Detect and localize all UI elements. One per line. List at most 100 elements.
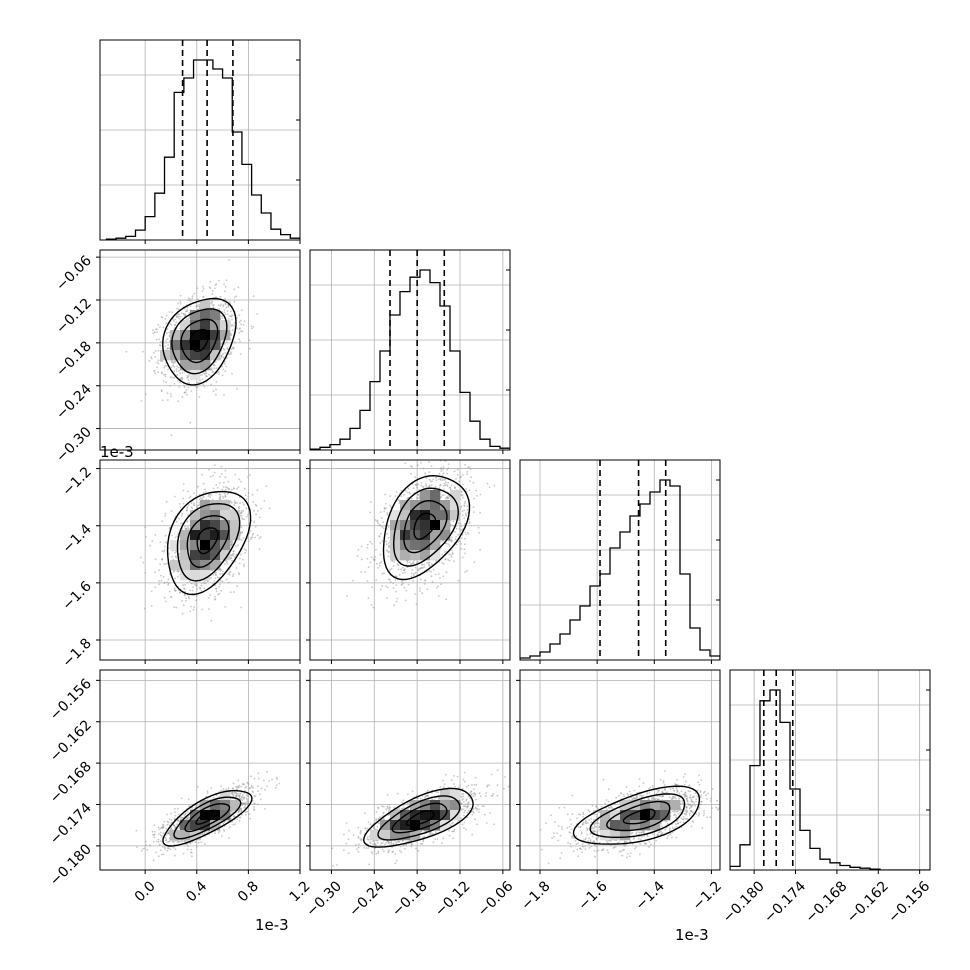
scatter-point bbox=[227, 305, 230, 308]
scatter-point bbox=[171, 361, 173, 364]
scatter-point bbox=[452, 446, 454, 448]
scatter-point bbox=[408, 491, 411, 494]
scatter-point bbox=[177, 400, 180, 403]
scatter-point bbox=[412, 574, 415, 577]
scatter-point bbox=[223, 283, 226, 286]
scatter-point bbox=[356, 555, 359, 557]
scatter-point bbox=[223, 309, 226, 311]
scatter-point bbox=[378, 535, 380, 537]
scatter-point bbox=[183, 315, 186, 317]
scatter-point bbox=[413, 573, 415, 575]
scatter-point bbox=[186, 507, 189, 510]
scatter-point bbox=[431, 484, 433, 487]
scatter-point bbox=[357, 548, 360, 551]
scatter-point bbox=[186, 393, 188, 396]
scatter-point bbox=[189, 298, 191, 301]
scatter-point bbox=[234, 457, 236, 459]
scatter-point bbox=[167, 344, 170, 346]
scatter-point bbox=[457, 522, 460, 524]
scatter-point bbox=[240, 512, 243, 515]
scatter-point bbox=[392, 565, 395, 567]
scatter-point bbox=[351, 579, 354, 582]
scatter-point bbox=[245, 467, 248, 470]
scatter-point bbox=[165, 340, 168, 343]
scatter-point bbox=[364, 571, 366, 573]
scatter-point bbox=[415, 603, 418, 606]
scatter-point bbox=[403, 586, 406, 589]
scatter-point bbox=[242, 563, 245, 566]
scatter-point bbox=[462, 556, 464, 559]
scatter-point bbox=[170, 376, 173, 379]
scatter-point bbox=[179, 302, 182, 305]
scatter-point bbox=[187, 386, 190, 389]
scatter-point bbox=[236, 327, 239, 330]
scatter-point bbox=[178, 517, 181, 520]
scatter-point bbox=[227, 581, 230, 584]
scatter-point bbox=[231, 373, 233, 375]
scatter-point bbox=[194, 385, 197, 387]
scatter-point bbox=[145, 535, 147, 538]
scatter-point bbox=[215, 590, 218, 593]
scatter-point bbox=[179, 591, 181, 594]
scatter-point bbox=[203, 587, 206, 590]
scatter-point bbox=[240, 553, 242, 556]
scatter-point bbox=[189, 300, 192, 303]
scatter-point bbox=[242, 558, 244, 561]
scatter-point bbox=[375, 548, 377, 551]
scatter-point bbox=[420, 484, 423, 487]
scatter-point bbox=[219, 475, 222, 478]
scatter-point bbox=[241, 501, 244, 504]
scatter-point bbox=[238, 314, 241, 316]
scatter-point bbox=[449, 454, 451, 456]
scatter-point bbox=[225, 365, 228, 368]
scatter-point bbox=[248, 339, 251, 342]
scatter-point bbox=[437, 573, 440, 575]
scatter-point bbox=[223, 492, 226, 495]
scatter-point bbox=[209, 475, 212, 478]
scatter-point bbox=[204, 488, 206, 491]
scatter-point bbox=[210, 383, 213, 386]
scatter-point bbox=[212, 371, 215, 373]
density-cell bbox=[180, 320, 191, 331]
density-cell bbox=[210, 530, 221, 541]
scatter-point bbox=[374, 519, 377, 521]
scatter-point bbox=[164, 373, 167, 376]
scatter-point bbox=[162, 550, 165, 553]
scatter-point bbox=[240, 480, 242, 483]
scatter-point bbox=[421, 486, 424, 488]
scatter-point bbox=[165, 541, 167, 544]
density-cell bbox=[210, 550, 221, 561]
scatter-point bbox=[188, 374, 191, 376]
scatter-point bbox=[158, 583, 161, 586]
scatter-point bbox=[208, 286, 211, 289]
scatter-point bbox=[201, 473, 204, 476]
scatter-point bbox=[230, 315, 233, 318]
scatter-point bbox=[432, 569, 435, 571]
scatter-point bbox=[157, 371, 160, 374]
scatter-point bbox=[469, 480, 471, 482]
scatter-point bbox=[199, 497, 202, 500]
scatter-point bbox=[439, 576, 441, 579]
scatter-point bbox=[215, 381, 218, 383]
scatter-point bbox=[459, 529, 462, 532]
scatter-point bbox=[441, 553, 444, 556]
scatter-point bbox=[175, 370, 178, 372]
scatter-point bbox=[152, 329, 154, 332]
scatter-point bbox=[178, 317, 181, 320]
scatter-point bbox=[231, 508, 234, 511]
histogram-step bbox=[520, 479, 720, 660]
scatter-point bbox=[173, 376, 175, 379]
scatter-point bbox=[227, 348, 229, 350]
scatter-point bbox=[159, 541, 162, 544]
scatter-point bbox=[380, 532, 382, 535]
scatter-point bbox=[150, 590, 153, 593]
scatter-point bbox=[386, 597, 388, 600]
scatter-point bbox=[221, 488, 224, 491]
density-cell bbox=[220, 520, 231, 531]
scatter-point bbox=[166, 328, 169, 330]
scatter-point bbox=[378, 523, 381, 526]
scatter-point bbox=[400, 489, 403, 492]
density-cell bbox=[200, 320, 211, 331]
scatter-point bbox=[195, 305, 198, 308]
